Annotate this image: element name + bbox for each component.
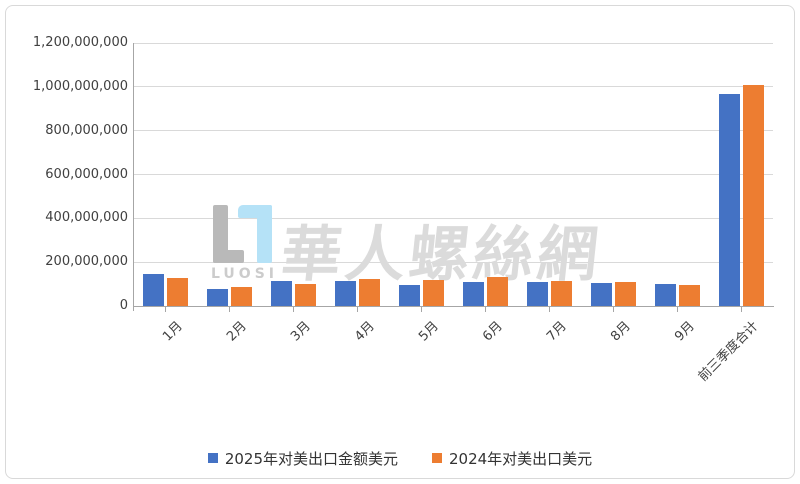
y-gridline <box>133 261 773 263</box>
logo-gray-vertical <box>213 205 228 263</box>
x-axis-tick <box>485 307 487 312</box>
x-axis-category-label: 5月 <box>416 318 442 345</box>
x-axis-category-label: 4月 <box>352 318 378 345</box>
y-gridline <box>133 42 773 44</box>
legend-swatch-icon <box>432 453 442 463</box>
bar-2024年对美出口美元-6月 <box>486 277 508 306</box>
legend-swatch-icon <box>207 453 218 463</box>
x-axis-tick <box>421 307 423 312</box>
y-axis-tick-label: 1,000,000,000 <box>32 78 128 94</box>
x-axis <box>133 306 774 307</box>
x-axis-category-label: 7月 <box>543 318 570 345</box>
bar-2024年对美出口美元-3月 <box>294 283 316 306</box>
y-gridline <box>133 130 773 132</box>
logo-gray-foot <box>213 250 244 263</box>
y-axis-tick-label: 1,200,000,000 <box>32 35 128 50</box>
chart-legend: 2025年对美出口金额美元 2024年对美出口美元 <box>0 447 800 469</box>
bar-2025年对美出口金额美元-4月 <box>334 280 356 306</box>
x-axis-category-label: 8月 <box>607 318 634 345</box>
y-axis-tick-label: 400,000,000 <box>45 210 128 226</box>
bar-2025年对美出口金额美元-5月 <box>398 285 420 306</box>
bar-2025年对美出口金额美元-9月 <box>654 284 676 306</box>
bar-2025年对美出口金额美元-1月 <box>142 274 164 306</box>
bar-2025年对美出口金额美元-8月 <box>590 282 612 306</box>
legend-item: 2024年对美出口美元 <box>432 448 592 469</box>
x-axis-category-label: 3月 <box>288 318 314 345</box>
y-axis-tick-label: 200,000,000 <box>45 254 128 270</box>
y-axis-tick-label: 800,000,000 <box>45 122 128 138</box>
bar-2025年对美出口金额美元-2月 <box>206 288 228 306</box>
x-axis-category-label: 前三季度合计 <box>695 318 762 385</box>
x-axis-category-label: 6月 <box>480 318 506 345</box>
x-axis-tick <box>549 307 551 312</box>
bar-2024年对美出口美元-8月 <box>614 281 636 306</box>
y-axis-tick-label: 0 <box>119 298 128 313</box>
y-axis <box>133 43 134 311</box>
legend-item: 2025年对美出口金额美元 <box>207 448 398 469</box>
x-axis-tick <box>357 307 359 312</box>
x-axis-tick <box>229 307 231 312</box>
y-axis-tick-label: 600,000,000 <box>45 166 128 182</box>
logo-blue-vertical <box>257 205 272 263</box>
legend-series-label: 2024年对美出口美元 <box>449 449 593 468</box>
x-axis-tick <box>741 307 743 312</box>
bar-2024年对美出口美元-4月 <box>358 279 380 306</box>
y-gridline <box>133 174 773 175</box>
x-axis-tick <box>293 307 295 312</box>
y-gridline <box>133 217 773 219</box>
bar-2024年对美出口美元-7月 <box>550 280 572 306</box>
y-gridline <box>133 86 773 88</box>
bar-2024年对美出口美元-9月 <box>678 285 700 306</box>
legend-series-label: 2025年对美出口金额美元 <box>224 449 398 468</box>
bar-2024年对美出口美元-1月 <box>166 277 188 306</box>
bar-2025年对美出口金额美元-7月 <box>526 282 548 306</box>
bar-2025年对美出口金额美元-6月 <box>462 281 484 306</box>
bar-2024年对美出口美元-5月 <box>422 280 444 306</box>
watermark-luosi-text: LUOSI <box>211 266 278 282</box>
bar-2024年对美出口美元-2月 <box>230 286 252 306</box>
x-axis-tick <box>677 307 679 312</box>
bar-2024年对美出口美元-前三季度合计 <box>742 84 764 306</box>
x-axis-tick <box>165 307 167 312</box>
x-axis-category-label: 2月 <box>224 318 250 345</box>
bar-2025年对美出口金额美元-前三季度合计 <box>718 93 740 306</box>
x-axis-tick <box>613 307 615 312</box>
x-axis-category-label: 9月 <box>671 318 698 345</box>
bar-2025年对美出口金额美元-3月 <box>270 281 292 306</box>
x-axis-category-label: 1月 <box>160 318 186 345</box>
